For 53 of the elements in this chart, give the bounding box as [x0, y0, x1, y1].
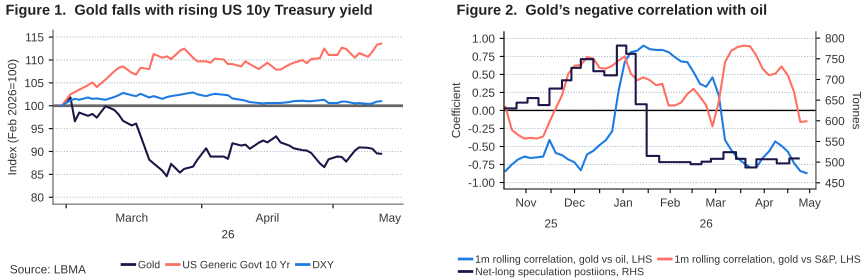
- legend-label: 1m rolling correlation, gold vs S&P, LHS: [675, 255, 860, 265]
- y2-tick-label: 550: [825, 137, 844, 146]
- x-tick-label: Nov: [516, 198, 536, 207]
- legend-label: US Generic Govt 10 Yr: [183, 260, 290, 268]
- y-tick-label: 0.50: [472, 70, 495, 79]
- chart-title: Figure 1. Gold falls with rising US 10y Treasury yield: [6, 4, 372, 18]
- x-tick-label: May: [800, 198, 821, 210]
- y2-tick-label: 650: [826, 96, 844, 105]
- y2-tick-label: 750: [826, 54, 844, 64]
- y-tick-label: -0.25: [468, 124, 494, 133]
- y-tick-label: 1.00: [472, 34, 495, 43]
- y-axis-title: Index (Feb 2026=100): [8, 60, 19, 174]
- x2-tick-label: 26: [700, 219, 712, 228]
- x-tick-label: Jan: [614, 198, 632, 207]
- legend-label: Net-long speculation postiions, RHS: [476, 268, 644, 278]
- y-tick-label: 0.25: [472, 88, 494, 97]
- y-tick-label: -0.75: [468, 160, 494, 169]
- x-tick-label: Feb: [660, 198, 680, 207]
- line-series: [60, 91, 382, 107]
- source-note: Source: LBMA: [10, 265, 86, 274]
- y-tick-label: 105: [25, 78, 44, 88]
- x-tick-label: March: [116, 213, 148, 222]
- y2-tick-label: 600: [826, 116, 844, 126]
- y-tick-label: 0.00: [472, 106, 495, 115]
- y2-tick-label: 700: [826, 75, 844, 84]
- y2-tick-label: 450: [825, 178, 844, 188]
- legend-label: 1m rolling correlation, gold vs oil, LHS: [476, 255, 652, 265]
- legend-label: DXY: [313, 260, 334, 268]
- line-series: [60, 42, 382, 107]
- y-tick-label: -1.00: [468, 178, 495, 187]
- x-tick-label: Dec: [565, 198, 585, 207]
- y-tick-label: 95: [31, 124, 44, 134]
- y-tick-label: 80: [31, 193, 44, 202]
- legend-label: Gold: [138, 260, 160, 268]
- y2-axis-title: Tonnes: [852, 92, 861, 130]
- y-tick-label: 115: [26, 33, 44, 42]
- y-tick-label: 0.75: [472, 52, 494, 61]
- y-tick-label: 110: [26, 56, 44, 64]
- x-axis-title: 26: [222, 230, 234, 238]
- y-tick-label: 90: [31, 148, 44, 156]
- y-tick-label: -0.50: [468, 142, 495, 151]
- y2-tick-label: 800: [826, 34, 844, 43]
- x2-tick-label: 25: [545, 219, 558, 228]
- y-axis-title: Coefficient: [452, 82, 460, 138]
- x-tick-label: April: [256, 213, 278, 224]
- y-tick-label: 85: [31, 170, 44, 179]
- line-series: [504, 44, 808, 140]
- x-tick-label: May: [380, 214, 402, 224]
- chart-title: Figure 2. Gold’s negative correlation with oil: [458, 4, 766, 18]
- x-tick-label: Mar: [706, 198, 726, 207]
- y2-tick-label: 500: [825, 158, 844, 167]
- y-tick-label: 100: [25, 102, 44, 110]
- x-tick-label: Apr: [755, 198, 774, 210]
